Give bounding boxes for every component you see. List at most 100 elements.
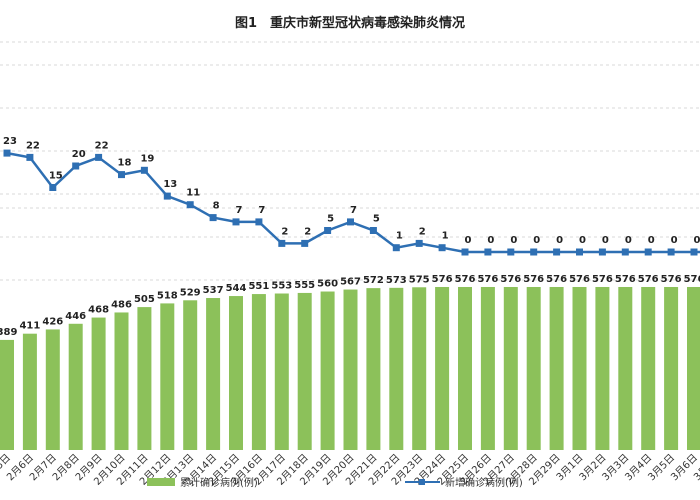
line-point-2月27日 bbox=[507, 248, 515, 256]
bar-2月8日 bbox=[68, 323, 83, 450]
bar-label-3月1日: 576 bbox=[569, 274, 590, 285]
bar-label-2月26日: 576 bbox=[477, 274, 498, 285]
line-label-2月29日: 0 bbox=[556, 235, 563, 246]
bar-label-2月17日: 553 bbox=[271, 281, 292, 292]
line-label-2月25日: 0 bbox=[465, 235, 472, 246]
bar-label-2月18日: 555 bbox=[294, 280, 315, 291]
bar-2月18日 bbox=[297, 292, 312, 450]
bar-label-2月29日: 576 bbox=[546, 274, 567, 285]
line-label-2月8日: 20 bbox=[72, 149, 86, 160]
bar-3月3日 bbox=[618, 286, 633, 450]
line-point-2月29日 bbox=[553, 248, 561, 256]
line-series bbox=[3, 149, 700, 256]
bar-label-2月5日: 389 bbox=[0, 327, 17, 338]
line-point-2月11日 bbox=[140, 166, 148, 174]
line-label-3月1日: 0 bbox=[579, 235, 586, 246]
line-point-2月24日 bbox=[438, 244, 446, 252]
line-point-3月2日 bbox=[598, 248, 606, 256]
bar-3月1日 bbox=[572, 286, 587, 450]
bar-label-2月11日: 505 bbox=[134, 294, 155, 305]
line-point-2月14日 bbox=[209, 214, 217, 222]
bar-label-2月8日: 446 bbox=[65, 311, 86, 322]
bar-label-3月5日: 576 bbox=[661, 274, 682, 285]
line-label-2月6日: 22 bbox=[26, 140, 40, 151]
bar-label-2月6日: 411 bbox=[19, 321, 40, 332]
gridlines bbox=[0, 41, 700, 281]
bar-label-2月16日: 551 bbox=[248, 281, 269, 292]
bar-2月15日 bbox=[229, 296, 243, 450]
bar-2月22日 bbox=[389, 287, 404, 450]
line-label-3月4日: 0 bbox=[648, 235, 655, 246]
bar-2月23日 bbox=[412, 287, 427, 450]
legend-bar-label: 累计确诊病例(例) bbox=[180, 476, 258, 489]
chart-title: 图1 重庆市新型冠状病毒感染肺炎情况 bbox=[235, 15, 465, 31]
line-point-3月4日 bbox=[644, 248, 652, 256]
line-label-2月13日: 11 bbox=[186, 188, 200, 199]
bar-2月13日 bbox=[183, 300, 198, 450]
line-point-2月18日 bbox=[301, 239, 309, 247]
bar-2月7日 bbox=[45, 329, 60, 450]
bar-label-2月14日: 537 bbox=[203, 285, 224, 296]
line-label-2月15日: 7 bbox=[236, 205, 243, 216]
line-label-2月16日: 7 bbox=[258, 205, 265, 216]
line-label-2月19日: 5 bbox=[327, 214, 334, 225]
line-point-2月19日 bbox=[324, 227, 332, 234]
line-label-2月24日: 1 bbox=[442, 231, 449, 242]
bar-label-2月19日: 560 bbox=[317, 279, 338, 290]
bar-2月12日 bbox=[160, 303, 175, 450]
bar-label-2月15日: 544 bbox=[226, 283, 247, 294]
line-label-2月28日: 0 bbox=[533, 235, 540, 246]
line-label-3月3日: 0 bbox=[625, 235, 632, 246]
line-label-2月23日: 2 bbox=[419, 226, 426, 237]
line-point-2月28日 bbox=[530, 248, 538, 256]
bar-2月11日 bbox=[137, 307, 152, 450]
line-point-2月7日 bbox=[49, 184, 57, 191]
bar-2月26日 bbox=[480, 286, 495, 450]
bar-label-2月24日: 576 bbox=[432, 274, 453, 285]
bar-label-3月4日: 576 bbox=[638, 274, 659, 285]
line-point-2月20日 bbox=[347, 218, 354, 226]
bar-2月19日 bbox=[320, 291, 335, 450]
line-label-2月18日: 2 bbox=[304, 226, 311, 237]
line-label-3月5日: 0 bbox=[671, 235, 678, 246]
line-point-2月9日 bbox=[95, 153, 103, 161]
bar-2月20日 bbox=[343, 289, 358, 450]
bar-label-2月10日: 486 bbox=[111, 299, 132, 310]
bar-label-3月6日: 576 bbox=[684, 274, 700, 285]
line-point-3月5日 bbox=[667, 248, 675, 256]
line-label-2月10日: 18 bbox=[118, 158, 132, 169]
line-point-2月5日 bbox=[3, 149, 11, 157]
line-label-2月20日: 7 bbox=[350, 205, 357, 216]
line-point-2月26日 bbox=[484, 248, 492, 256]
bar-label-2月25日: 576 bbox=[455, 274, 476, 285]
bar-label-2月23日: 575 bbox=[409, 274, 430, 285]
line-label-3月6日: 0 bbox=[694, 235, 700, 246]
line-label-2月21日: 5 bbox=[373, 214, 380, 225]
bar-label-2月12日: 518 bbox=[157, 290, 178, 301]
x-axis-ticks: 2月5日2月6日2月7日2月8日2月9日2月10日2月11日2月12日2月13日… bbox=[0, 452, 700, 488]
bar-2月25日 bbox=[458, 286, 472, 450]
line-label-2月14日: 8 bbox=[213, 201, 220, 212]
bar-2月17日 bbox=[274, 293, 289, 450]
legend-bar-swatch bbox=[147, 478, 175, 486]
bar-label-2月28日: 576 bbox=[523, 274, 544, 285]
line-label-3月2日: 0 bbox=[602, 235, 609, 246]
bar-series bbox=[0, 286, 700, 450]
legend-line-marker bbox=[419, 479, 425, 485]
line-label-2月5日: 23 bbox=[3, 136, 17, 147]
line-point-2月12日 bbox=[163, 192, 171, 200]
bar-label-2月22日: 573 bbox=[386, 275, 407, 286]
bar-2月6日 bbox=[22, 333, 37, 450]
line-point-2月15日 bbox=[232, 218, 240, 226]
line-label-2月26日: 0 bbox=[487, 235, 494, 246]
bar-3月6日 bbox=[687, 286, 700, 450]
line-point-2月8日 bbox=[72, 162, 80, 170]
line-label-2月12日: 13 bbox=[163, 179, 177, 190]
line-label-2月27日: 0 bbox=[510, 235, 517, 246]
bar-2月29日 bbox=[549, 286, 564, 450]
bar-3月4日 bbox=[641, 286, 656, 450]
bar-2月21日 bbox=[366, 288, 381, 450]
bar-3月2日 bbox=[595, 286, 610, 450]
legend-line-label: 新增确诊病例(例) bbox=[445, 476, 523, 489]
